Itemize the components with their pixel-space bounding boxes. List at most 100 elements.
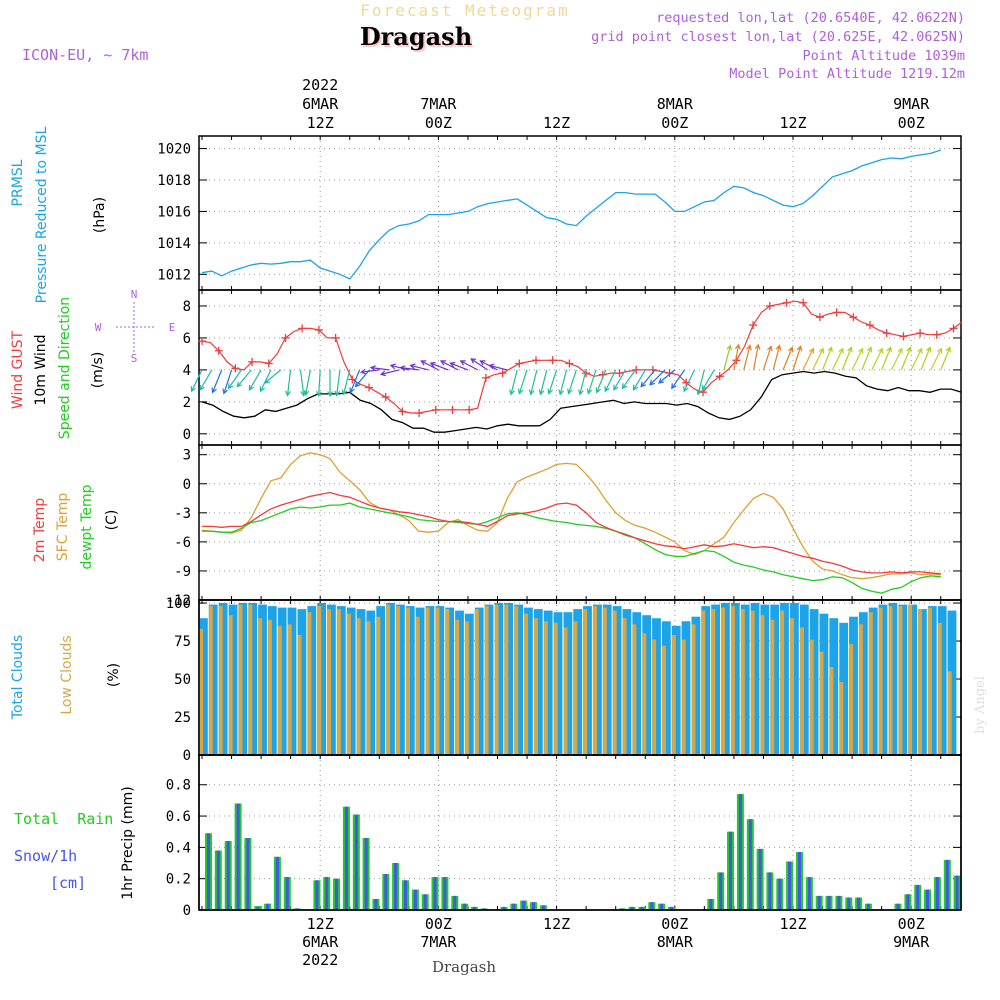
wind-ytick-label-0: 0: [183, 427, 191, 443]
gust-label: Wind GUST: [10, 330, 26, 409]
wind-arrow-49: [671, 369, 686, 390]
gust-marker-14: [314, 325, 323, 334]
snow-unit: [cm]: [50, 874, 86, 892]
snow-bar-2: [226, 841, 230, 910]
total-cloud-bar-0: [199, 618, 208, 755]
low-cloud-bar-24: [435, 607, 440, 755]
gust-marker-52: [632, 365, 641, 374]
wind-arrow-75: [940, 346, 951, 371]
total-cloud-bar-62: [809, 609, 819, 755]
wind-arrow-0: [190, 369, 203, 393]
low-cloud-bar-10: [297, 635, 302, 755]
wind-arrow-68: [871, 347, 884, 371]
gust-marker-40: [532, 356, 540, 365]
snow-bar-53: [729, 831, 732, 910]
gust-marker-44: [565, 359, 574, 368]
snow-bar-22: [423, 894, 427, 910]
low-cloud-bar-31: [504, 604, 509, 755]
total-cloud-bar-3: [228, 604, 238, 755]
low-cloud-bar-9: [287, 624, 292, 755]
gust-marker-22: [381, 393, 390, 402]
snow-bar-65: [847, 897, 851, 910]
snow-bar-18: [384, 874, 388, 910]
bottom-time-label-0-0: 12Z: [307, 915, 334, 933]
wind-arrow-41: [595, 369, 607, 394]
snow-bar-74: [935, 877, 939, 910]
wind-ytick-label-2: 4: [183, 363, 191, 379]
bottom-time-label-1-1: 7MAR: [420, 933, 457, 951]
gust-marker-8: [264, 359, 273, 368]
snow-bar-3: [236, 803, 240, 910]
low-cloud-bar-18: [376, 616, 381, 755]
low-cloud-bar-42: [612, 610, 617, 755]
compass-w: W: [95, 321, 102, 334]
bottom-time-label-0-2: 2022: [302, 951, 338, 969]
wind-arrow-3: [222, 369, 233, 395]
gust-marker-28: [431, 405, 440, 414]
low-cloud-bar-7: [267, 619, 272, 755]
total-cloud-bar-42: [612, 606, 622, 755]
bottom-time-label-5-1: 9MAR: [893, 933, 930, 951]
low-cloud-bar-62: [809, 639, 814, 755]
low-cloud-bar-53: [721, 607, 725, 755]
total-cloud-bar-14: [336, 606, 346, 755]
snow-bar-72: [916, 884, 920, 910]
snow-bar-55: [748, 819, 752, 910]
low-cloud-bar-68: [868, 612, 873, 755]
requested-coordinates: requested lon,lat (20.6540E, 42.0622N): [656, 10, 965, 26]
snow-bar-58: [778, 878, 782, 910]
low-cloud-bar-74: [927, 607, 932, 755]
snow-bar-57: [768, 872, 772, 910]
compass-s: S: [131, 352, 138, 365]
top-time-label-5-0: 9MAR: [893, 95, 930, 113]
gust-marker-10: [281, 333, 290, 342]
low-cloud-bar-76: [947, 671, 952, 755]
wind-arrow-29: [470, 358, 488, 371]
snow-bar-71: [906, 894, 910, 910]
low-cloud-bar-20: [396, 606, 400, 755]
total-cloud-bar-9: [287, 607, 297, 755]
wind-arrow-28: [459, 360, 479, 371]
total-cloud-bar-73: [918, 609, 927, 755]
total-cloud-bar-70: [888, 603, 898, 755]
snow-bar-17: [374, 899, 378, 910]
total-cloud-bar-25: [445, 607, 455, 755]
total-cloud-bar-47: [662, 621, 671, 755]
top-time-label-3-0: 8MAR: [657, 95, 694, 113]
total-cloud-bar-67: [858, 612, 868, 755]
wind-ytick-label-3: 6: [183, 331, 191, 347]
snow-bar-23: [433, 877, 437, 910]
wind-ytick-label-4: 8: [183, 299, 191, 315]
precip-ytick-label-2: 0.4: [166, 840, 191, 856]
low-cloud-bar-70: [888, 606, 893, 755]
snow-bar-67: [866, 903, 870, 910]
wind-arrow-46: [640, 369, 656, 388]
wind-arrow-22: [399, 365, 419, 372]
low-cloud-bar-49: [681, 639, 686, 755]
wind-arrow-27: [449, 361, 469, 371]
gust-marker-16: [331, 333, 340, 342]
gust-marker-86: [916, 329, 925, 338]
low-cloud-bar-27: [464, 621, 469, 755]
wind-arrow-37: [558, 369, 568, 396]
low-cloud-bar-40: [593, 606, 597, 755]
total-cloud-bar-24: [435, 606, 445, 755]
total-cloud-bar-45: [642, 615, 652, 755]
snow-bar-7: [275, 856, 279, 910]
total-cloud-bar-74: [927, 606, 937, 755]
wind-arrow-35: [538, 369, 548, 396]
clouds-ytick-label-1: 25: [174, 710, 191, 726]
low-cloud-bar-58: [770, 619, 775, 755]
low-cloud-bar-55: [740, 609, 745, 755]
pressure-unit: (hPa): [92, 197, 108, 233]
low-cloud-bar-52: [711, 609, 716, 755]
snow-bar-24: [443, 877, 447, 910]
low-cloud-bar-51: [701, 610, 706, 755]
compass-n: N: [131, 288, 138, 301]
snow-bar-60: [798, 852, 801, 910]
snow-label: Snow/1h: [14, 847, 77, 865]
wind-arrow-52: [701, 369, 715, 391]
compass-e: E: [169, 321, 176, 334]
low-cloud-bar-13: [327, 609, 331, 755]
